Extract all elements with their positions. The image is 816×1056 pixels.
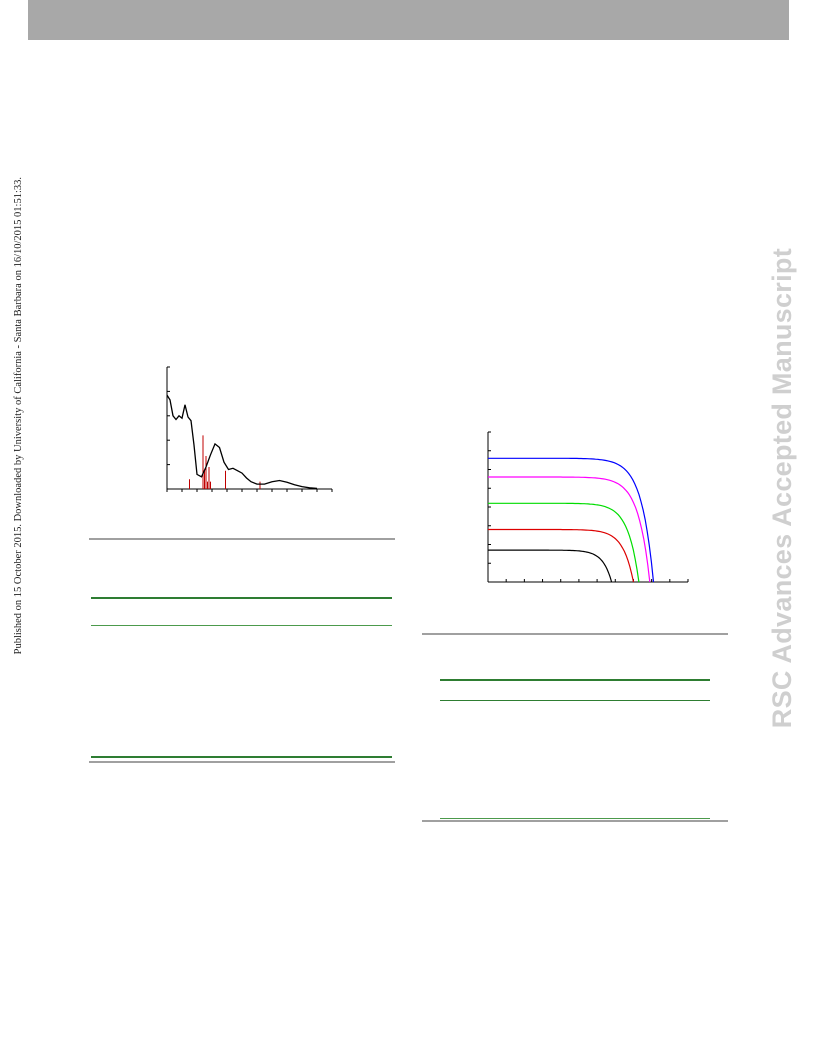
header-bar: [28, 0, 789, 40]
table2-bottom-green-rule: [440, 818, 710, 819]
jv-curve: [488, 528, 635, 583]
table1-top-rule: [89, 538, 395, 540]
table2-bottom-rule: [422, 820, 728, 822]
table1-subheader-rule: [91, 625, 392, 626]
table1-header-rule: [91, 597, 392, 599]
absorption-spectrum-chart: [166, 366, 333, 492]
table2-subheader-rule: [440, 700, 710, 701]
jv-curve: [488, 476, 651, 583]
publication-note: Published on 15 October 2015. Downloaded…: [13, 177, 24, 655]
jv-curve: [488, 457, 655, 583]
table2-top-rule: [422, 633, 728, 635]
jv-curve: [488, 502, 640, 583]
watermark: RSC Advances Accepted Manuscript: [767, 248, 797, 729]
jv-curve: [488, 549, 613, 583]
jv-curve-chart: [487, 431, 689, 583]
spectrum-line: [166, 394, 318, 490]
table2-header-rule: [440, 679, 710, 681]
table1-bottom-rule: [89, 761, 395, 763]
table1-bottom-green-rule: [91, 756, 392, 758]
